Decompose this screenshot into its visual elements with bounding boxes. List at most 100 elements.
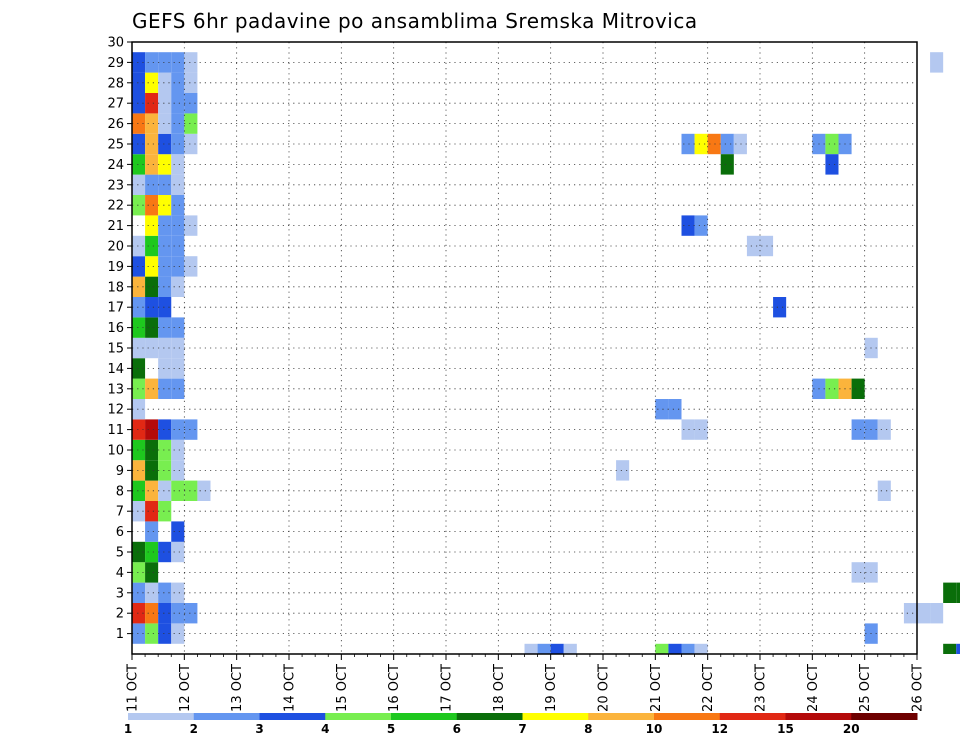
heatmap-cell — [132, 378, 146, 399]
heatmap-cell — [132, 276, 146, 297]
colorbar: 1 2 3 4 5 6 7 8 10 12 15 20 — [124, 713, 918, 736]
heatmap-cell — [158, 235, 172, 257]
heatmap-cell — [668, 399, 682, 420]
heatmap-cell — [158, 419, 172, 440]
colorbar-label: 20 — [843, 722, 860, 736]
heatmap-cell — [145, 113, 159, 134]
heatmap-cell — [184, 52, 198, 73]
colorbar-label: 8 — [584, 722, 592, 736]
y-tick-label: 14 — [107, 362, 124, 377]
heatmap-cell — [132, 439, 146, 461]
heatmap-cell — [158, 460, 172, 481]
heatmap-cell — [171, 582, 185, 603]
heatmap-cell — [132, 399, 146, 420]
x-tick-label: 11 OCT — [126, 664, 141, 712]
y-tick-label: 22 — [107, 199, 124, 214]
heatmap-cell — [171, 337, 185, 359]
heatmap-cell — [825, 378, 839, 399]
heatmap-cell — [171, 317, 185, 338]
heatmap-cell — [145, 93, 159, 114]
heatmap-cell — [720, 133, 734, 155]
heatmap-cell — [145, 501, 159, 522]
heatmap-cell — [171, 460, 185, 481]
x-tick-label: 12 OCT — [178, 664, 193, 712]
x-tick-label: 18 OCT — [492, 664, 507, 712]
heatmap-cell — [158, 72, 172, 93]
colorbar-swatch — [522, 713, 589, 720]
heatmap-cell — [943, 582, 957, 603]
heatmap-cell — [132, 623, 146, 644]
y-tick-label: 26 — [107, 117, 124, 132]
x-tick-label: 21 OCT — [649, 664, 664, 712]
heatmap-cell — [694, 643, 708, 654]
heatmap-cell — [145, 317, 159, 338]
heatmap-cell — [145, 235, 159, 257]
heatmap-cell — [171, 419, 185, 440]
colorbar-swatch — [719, 713, 786, 720]
heatmap-cell — [720, 154, 734, 175]
heatmap-cell — [903, 603, 917, 624]
colorbar-swatch — [785, 713, 852, 720]
heatmap-cell — [145, 439, 159, 461]
heatmap-cell — [563, 643, 577, 654]
heatmap-cell — [145, 174, 159, 195]
heatmap-cell — [171, 358, 185, 379]
y-tick-label: 12 — [107, 403, 124, 418]
heatmap-cell — [746, 235, 760, 257]
y-tick-label: 5 — [116, 546, 124, 561]
heatmap-cell — [145, 72, 159, 93]
heatmap-cell — [655, 399, 669, 420]
y-tick-label: 28 — [107, 76, 124, 91]
heatmap-cell — [145, 582, 159, 603]
heatmap-cell — [132, 133, 146, 155]
heatmap-cell — [694, 133, 708, 155]
colorbar-label: 3 — [255, 722, 263, 736]
heatmap-cell — [184, 480, 198, 501]
x-tick-label: 25 OCT — [858, 664, 873, 712]
y-tick-label: 9 — [116, 464, 124, 479]
colorbar-label: 1 — [124, 722, 132, 736]
y-tick-label: 13 — [107, 382, 124, 397]
heatmap-cell — [145, 337, 159, 359]
heatmap-cell — [943, 643, 957, 654]
x-tick-label: 24 OCT — [806, 664, 821, 712]
colorbar-swatch — [259, 713, 326, 720]
heatmap-cell — [171, 256, 185, 277]
heatmap-cell — [132, 317, 146, 338]
heatmap-cell — [132, 501, 146, 522]
heatmap-cell — [733, 133, 747, 155]
heatmap-cell — [171, 52, 185, 73]
heatmap-cell — [171, 174, 185, 195]
heatmap-cell — [132, 337, 146, 359]
heatmap-cell — [930, 603, 944, 624]
heatmap-cell — [184, 113, 198, 134]
heatmap-cell — [158, 133, 172, 155]
y-tick-label: 6 — [116, 525, 124, 540]
heatmap-cell — [145, 480, 159, 501]
y-tick-label: 2 — [116, 607, 124, 622]
y-tick-label: 15 — [107, 342, 124, 357]
heatmap-cell — [681, 419, 695, 440]
heatmap-cell — [132, 582, 146, 603]
heatmap-cell — [851, 562, 865, 583]
x-tick-label: 20 OCT — [597, 664, 612, 712]
heatmap-cell — [158, 541, 172, 563]
colorbar-swatch — [193, 713, 260, 720]
heatmap-cell — [550, 643, 564, 654]
heatmap-cell — [132, 480, 146, 501]
heatmap-cell — [145, 154, 159, 175]
heatmap-cell — [132, 113, 146, 134]
heatmap-cell — [145, 215, 159, 236]
heatmap-cell — [132, 562, 146, 583]
heatmap-cell — [171, 195, 185, 216]
colorbar-swatch — [851, 713, 918, 720]
heatmap-cell — [681, 215, 695, 236]
heatmap-cell — [616, 460, 630, 481]
heatmap-cell — [171, 133, 185, 155]
heatmap-cell — [132, 195, 146, 216]
colorbar-label: 5 — [387, 722, 395, 736]
heatmap-cell — [184, 419, 198, 440]
y-tick-label: 21 — [107, 219, 124, 234]
heatmap-cell — [171, 93, 185, 114]
heatmap-cell — [158, 52, 172, 73]
